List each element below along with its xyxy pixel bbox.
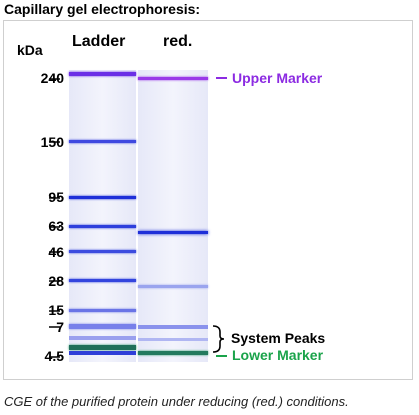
ladder-band-7 bbox=[69, 324, 136, 329]
ladder-band-150 bbox=[69, 140, 136, 143]
ladder-band-63 bbox=[69, 225, 136, 228]
reduced-band-system-peak-1 bbox=[138, 325, 208, 329]
upper-marker-label: Upper Marker bbox=[232, 70, 323, 86]
ladder-band-15 bbox=[69, 309, 136, 312]
ladder-lane bbox=[69, 70, 136, 362]
reduced-band-system-peak-2 bbox=[138, 338, 208, 341]
ladder-band-240 bbox=[69, 72, 136, 76]
figure-title: Capillary gel electrophoresis: bbox=[4, 1, 201, 17]
reduced-header: red. bbox=[163, 33, 193, 50]
lower-marker-label: Lower Marker bbox=[232, 347, 324, 363]
ladder-band-95 bbox=[69, 196, 136, 199]
mw-label-150: 150 bbox=[40, 134, 64, 150]
mw-label-28: 28 bbox=[48, 273, 64, 289]
system-peaks-label: System Peaks bbox=[231, 330, 326, 346]
ladder-header: Ladder bbox=[72, 33, 126, 50]
ladder-band-4-5 bbox=[69, 345, 136, 350]
mw-label-63: 63 bbox=[48, 218, 64, 234]
reduced-band-lower-marker bbox=[138, 351, 208, 355]
figure-caption: CGE of the purified protein under reduci… bbox=[4, 394, 349, 409]
ladder-band-46 bbox=[69, 250, 136, 253]
reduced-lane bbox=[138, 70, 208, 362]
gel-panel bbox=[3, 20, 413, 380]
reduced-band-minor bbox=[138, 285, 208, 288]
mw-label-46: 46 bbox=[48, 244, 64, 260]
mw-label-7: 7 bbox=[56, 319, 64, 335]
ladder-band-28 bbox=[69, 279, 136, 282]
mw-label-95: 95 bbox=[48, 189, 64, 205]
mw-label-240: 240 bbox=[40, 70, 64, 86]
reduced-band-upper-marker bbox=[138, 77, 208, 80]
mw-label-15: 15 bbox=[48, 302, 64, 318]
mw-label-4-5: 4.5 bbox=[44, 348, 64, 364]
kda-header: kDa bbox=[17, 42, 43, 58]
ladder-band-lower bbox=[69, 351, 136, 355]
ladder-band-system-peak bbox=[69, 336, 136, 340]
reduced-band-main bbox=[138, 231, 208, 234]
